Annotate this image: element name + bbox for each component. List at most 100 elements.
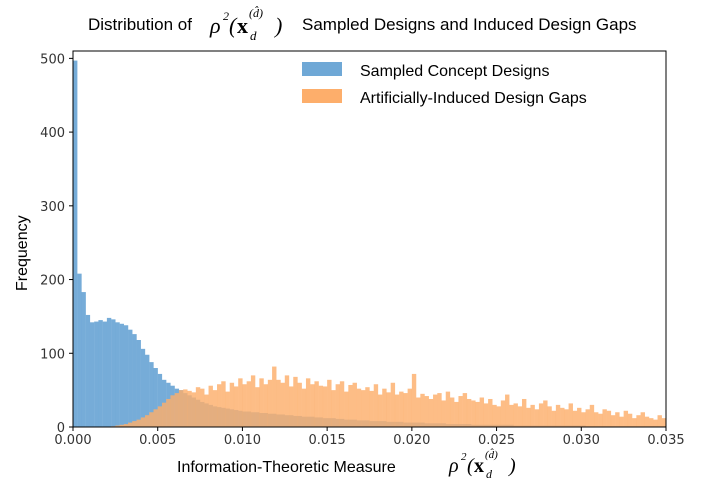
gaps-bar — [352, 382, 357, 427]
y-tick-label: 200 — [40, 274, 65, 289]
gaps-bar — [471, 400, 476, 427]
gaps-bar — [454, 401, 459, 427]
gaps-bar — [318, 385, 324, 427]
gaps-bar — [547, 406, 552, 427]
x-axis-ticks: 0.000 0.005 0.010 0.015 0.020 0.025 0.030 0.035 — [54, 427, 685, 448]
gaps-bar — [636, 415, 641, 427]
gaps-bar — [157, 406, 163, 427]
title-sub-d: d — [250, 28, 257, 43]
gaps-bar — [119, 424, 124, 427]
gaps-bar — [475, 401, 480, 427]
sampled-bar — [94, 321, 99, 427]
gaps-bar — [458, 396, 463, 427]
sampled-bar — [102, 321, 108, 427]
gaps-bar — [572, 410, 578, 427]
title-rho: ρ — [209, 13, 221, 38]
x-tick-label: 0.025 — [478, 433, 515, 448]
xlabel-close-paren: ) — [508, 455, 516, 477]
y-axis-ticks: 0 100 200 300 400 500 — [40, 52, 73, 436]
gaps-bar — [301, 388, 307, 427]
gaps-bar — [289, 386, 294, 427]
sampled-bar — [149, 362, 154, 427]
sampled-bar — [106, 317, 112, 427]
gaps-bar — [534, 409, 540, 427]
title-prefix: Distribution of — [88, 15, 192, 34]
gaps-bar — [145, 415, 150, 427]
x-tick-label: 0.000 — [54, 433, 91, 448]
x-axis-label: Information-Theoretic Measure ρ 2 ( x d … — [177, 448, 516, 480]
gaps-bar — [538, 403, 544, 427]
xlabel-sup-dhat: (d̂) — [485, 448, 498, 461]
gaps-bar — [166, 398, 171, 427]
gaps-bar — [568, 403, 573, 427]
gaps-bar — [178, 390, 184, 427]
gaps-bar — [335, 384, 340, 427]
gaps-bar — [365, 387, 370, 427]
gaps-bar — [246, 381, 252, 427]
gaps-bar — [297, 382, 302, 427]
gaps-bar — [462, 393, 468, 427]
gaps-bar — [386, 392, 391, 427]
gaps-bar — [551, 410, 557, 427]
gaps-bar — [382, 388, 387, 427]
sampled-bar — [153, 368, 158, 427]
gaps-bar — [449, 397, 455, 427]
sampled-bar — [85, 314, 91, 427]
gaps-bar — [390, 382, 396, 427]
legend-swatch-sampled — [302, 62, 342, 76]
gaps-bar — [521, 398, 527, 427]
sampled-bar — [98, 320, 103, 427]
sampled-bar — [89, 322, 95, 427]
gaps-bar — [356, 388, 362, 427]
gaps-bar — [229, 382, 235, 427]
sampled-bar — [77, 273, 82, 427]
gaps-bar — [500, 400, 506, 427]
legend-label-sampled: Sampled Concept Designs — [360, 63, 549, 80]
gaps-bar — [314, 381, 319, 427]
gaps-bar — [606, 410, 612, 427]
gaps-bar — [411, 373, 417, 427]
gaps-bar — [602, 409, 607, 427]
gaps-bar — [238, 378, 243, 427]
series-artificially-induced-design-gaps — [111, 366, 667, 427]
gaps-bar — [441, 400, 446, 427]
gaps-bar — [305, 378, 311, 427]
gaps-bar — [161, 402, 167, 427]
sampled-bar — [145, 354, 150, 427]
gaps-bar — [407, 388, 413, 427]
gaps-bar — [204, 394, 209, 427]
sampled-bar — [111, 319, 116, 427]
title-close-paren: ) — [273, 13, 282, 38]
gaps-bar — [250, 375, 256, 427]
x-tick-label: 0.005 — [139, 433, 176, 448]
y-axis-label: Frequency — [14, 215, 31, 291]
legend-label-gaps: Artificially-Induced Design Gaps — [360, 90, 587, 107]
gaps-bar — [208, 385, 213, 427]
x-tick-label: 0.020 — [393, 433, 430, 448]
gaps-bar — [627, 413, 633, 427]
gaps-bar — [661, 418, 667, 427]
gaps-bar — [217, 384, 222, 427]
xlabel-sub-d: d — [486, 467, 493, 480]
gaps-bar — [212, 390, 218, 427]
sampled-bar — [81, 292, 86, 427]
plot-frame — [72, 50, 667, 428]
gaps-bar — [513, 403, 518, 427]
gaps-bar — [170, 395, 175, 427]
gaps-bar — [200, 388, 205, 427]
gaps-bar — [191, 392, 196, 427]
gaps-bar — [149, 412, 154, 427]
gaps-bar — [479, 397, 485, 427]
gaps-bar — [153, 409, 158, 427]
gaps-bar — [221, 381, 226, 427]
gaps-bar — [136, 419, 141, 427]
title-sq: 2 — [223, 9, 229, 23]
chart-title: Distribution of ρ 2 ( x d (d̂) ) Sampled… — [88, 6, 637, 43]
x-tick-label: 0.030 — [563, 433, 600, 448]
gaps-bar — [399, 391, 404, 427]
gaps-bar — [483, 403, 489, 427]
gaps-bar — [424, 396, 429, 427]
gaps-bar — [496, 406, 501, 427]
sampled-bar — [140, 348, 146, 427]
gaps-bar — [466, 398, 472, 427]
